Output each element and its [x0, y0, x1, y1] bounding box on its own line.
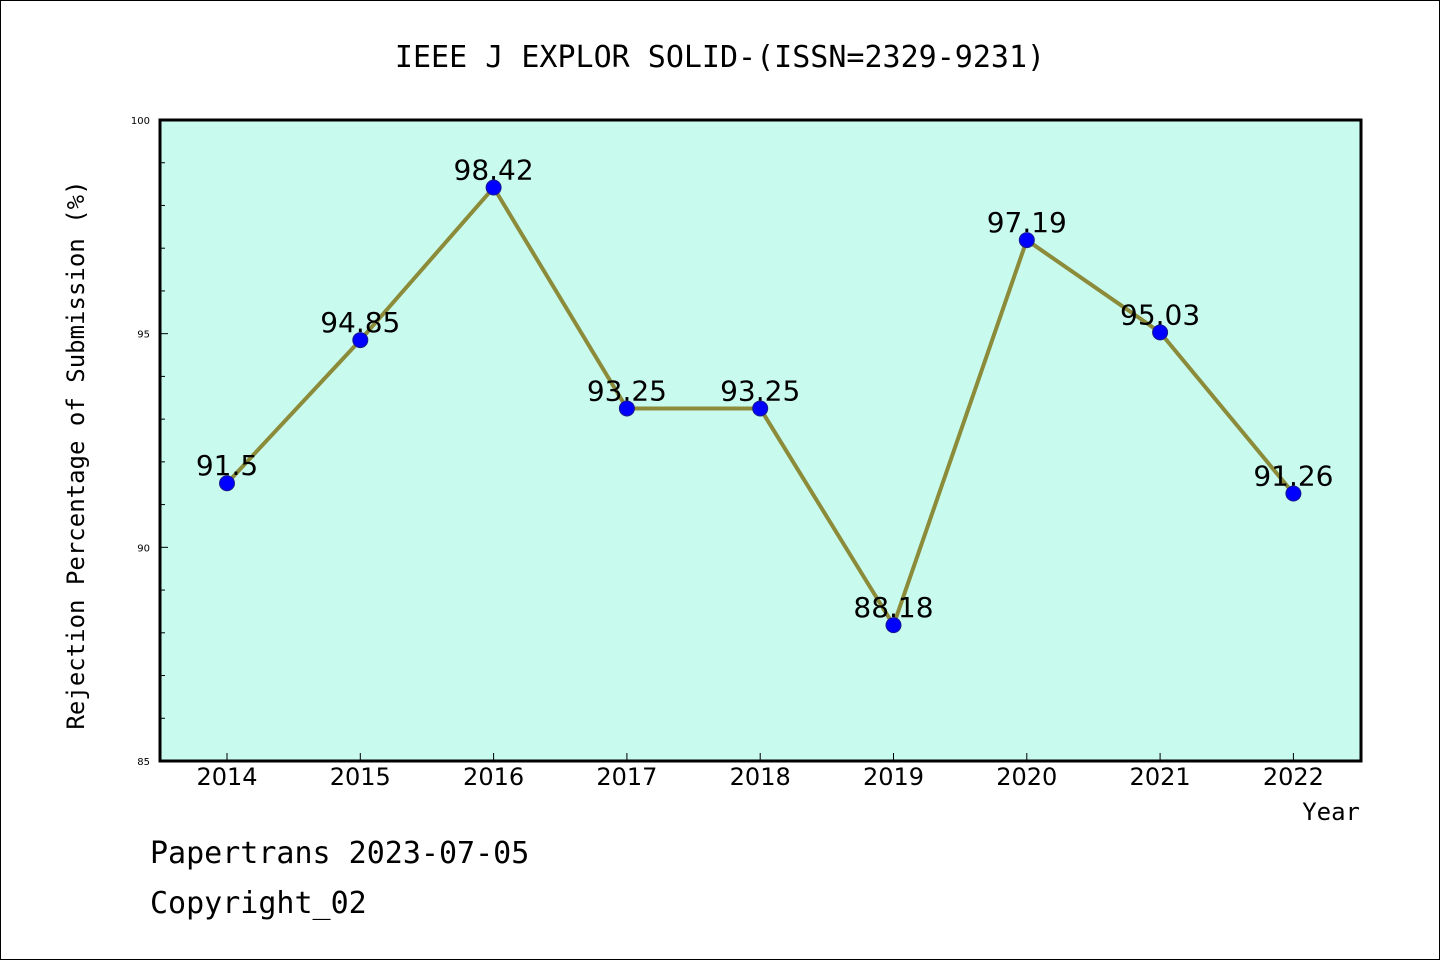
plot-area: [158, 118, 1363, 763]
chart-title: IEEE J EXPLOR SOLID-(ISSN=2329-9231): [395, 40, 1045, 75]
data-point: [885, 617, 902, 634]
data-label: 93.25: [720, 374, 800, 407]
data-label: 93.25: [587, 374, 667, 407]
x-axis-label: Year: [1302, 798, 1360, 826]
data-point: [352, 332, 369, 349]
data-label: 88.18: [853, 591, 933, 624]
y-axis: 85 90 95 100: [131, 116, 168, 768]
data-label: 94.85: [320, 306, 400, 339]
x-tick-label: 2020: [996, 763, 1057, 791]
data-labels: 91.5 94.85 98.42 93.25 93.25 88.18 97.19 95.03 9…: [196, 154, 1334, 625]
x-tick-label: 2014: [196, 763, 257, 791]
y-tick-label: 100: [131, 116, 150, 127]
x-tick-label: 2021: [1130, 763, 1191, 791]
data-point: [485, 179, 502, 196]
x-tick-label: 2018: [730, 763, 791, 791]
data-point: [618, 400, 635, 417]
x-tick-label: 2017: [596, 763, 657, 791]
data-point: [1152, 324, 1169, 341]
data-point: [1018, 232, 1035, 249]
data-point: [752, 400, 769, 417]
x-tick-label: 2022: [1263, 763, 1324, 791]
y-tick-label: 90: [137, 543, 150, 554]
series-line: [219, 179, 1302, 634]
data-label: 91.5: [196, 449, 258, 482]
y-axis-label: Rejection Percentage of Submission (%): [62, 180, 90, 729]
data-label: 91.26: [1253, 459, 1333, 492]
data-point: [219, 475, 235, 492]
data-label: 95.03: [1120, 298, 1200, 331]
footer-date: Papertrans 2023-07-05: [150, 836, 530, 871]
x-tick-label: 2015: [330, 763, 391, 791]
data-point: [1285, 485, 1302, 502]
y-tick-label: 85: [137, 757, 150, 768]
x-tick-label: 2019: [863, 763, 924, 791]
y-tick-label: 95: [137, 330, 150, 341]
x-tick-label: 2016: [463, 763, 524, 791]
data-label: 97.19: [987, 206, 1067, 239]
x-axis: 2014 2015 2016 2017 2018 2019 2020 2021 2022: [196, 753, 1324, 791]
data-label: 98.42: [454, 154, 534, 187]
footer-copyright: Copyright_02: [150, 886, 367, 921]
